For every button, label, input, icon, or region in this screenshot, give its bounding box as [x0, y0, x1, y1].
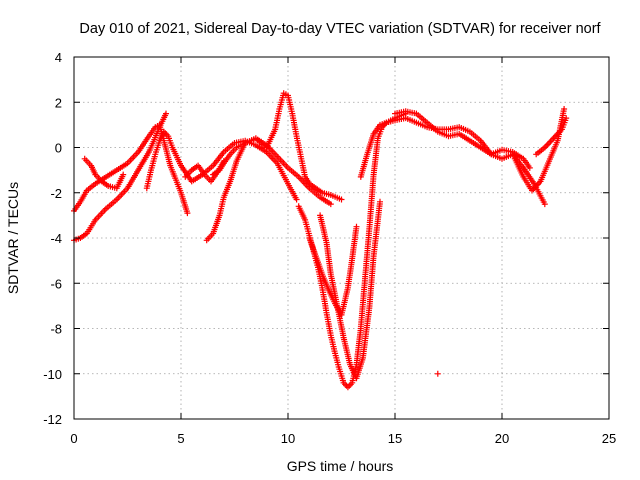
data-point	[526, 164, 533, 171]
y-tick-label: 2	[55, 95, 62, 110]
data-point	[561, 106, 568, 112]
data-point	[220, 158, 227, 165]
data-point	[563, 115, 570, 122]
y-tick-label: -4	[50, 231, 62, 246]
x-tick-label: 10	[281, 431, 295, 446]
x-tick-label: 20	[495, 431, 509, 446]
x-tick-label: 5	[177, 431, 184, 446]
grid-lines	[74, 57, 609, 419]
data-point	[541, 201, 548, 208]
x-tick-label: 25	[602, 431, 616, 446]
x-tick-label: 15	[388, 431, 402, 446]
y-tick-label: 0	[55, 141, 62, 156]
data-point	[353, 223, 360, 230]
data-point	[434, 370, 441, 377]
x-axis-label: GPS time / hours	[287, 458, 394, 474]
data-point	[377, 198, 383, 205]
y-tick-label: -10	[43, 367, 62, 382]
data-point	[163, 110, 169, 117]
data-point	[327, 201, 334, 208]
y-tick-label: 4	[55, 50, 62, 65]
y-tick-label: -8	[50, 322, 62, 337]
y-axis-label: SDTVAR / TECUs	[5, 182, 21, 294]
data-point	[293, 196, 300, 203]
data-point	[338, 196, 345, 203]
chart-title: Day 010 of 2021, Sidereal Day-to-day VTE…	[79, 21, 601, 37]
data-point	[120, 171, 127, 178]
axis-ticks: 0 5 10 15 20 25 -12 -10 -8 -6 -4 -2 0 2 4	[43, 50, 616, 446]
y-tick-label: -6	[50, 276, 62, 291]
data-point	[184, 210, 191, 217]
y-tick-label: -12	[43, 412, 62, 427]
y-tick-label: -2	[50, 186, 62, 201]
x-tick-label: 0	[70, 431, 77, 446]
data-points	[71, 90, 570, 391]
